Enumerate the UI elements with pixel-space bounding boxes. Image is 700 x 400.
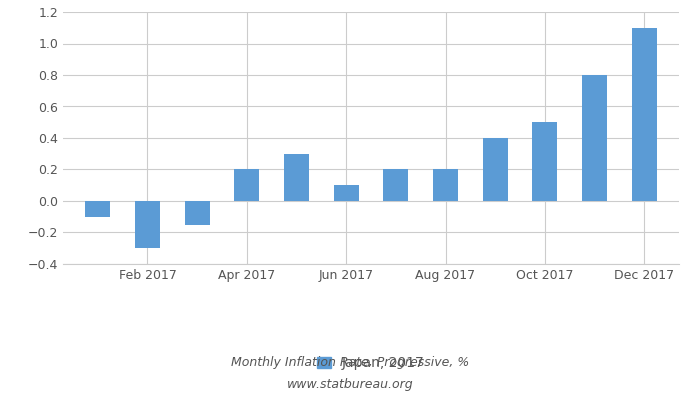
Bar <box>433 170 458 201</box>
Bar <box>85 201 110 217</box>
Bar <box>135 201 160 248</box>
Bar <box>234 170 259 201</box>
Bar <box>632 28 657 201</box>
Bar <box>582 75 607 201</box>
Text: Monthly Inflation Rate, Progressive, %: Monthly Inflation Rate, Progressive, % <box>231 356 469 369</box>
Bar <box>284 154 309 201</box>
Legend: Japan, 2017: Japan, 2017 <box>317 356 425 370</box>
Bar <box>334 185 358 201</box>
Bar <box>533 122 557 201</box>
Bar <box>185 201 209 225</box>
Bar <box>483 138 507 201</box>
Bar <box>384 170 408 201</box>
Text: www.statbureau.org: www.statbureau.org <box>287 378 413 391</box>
